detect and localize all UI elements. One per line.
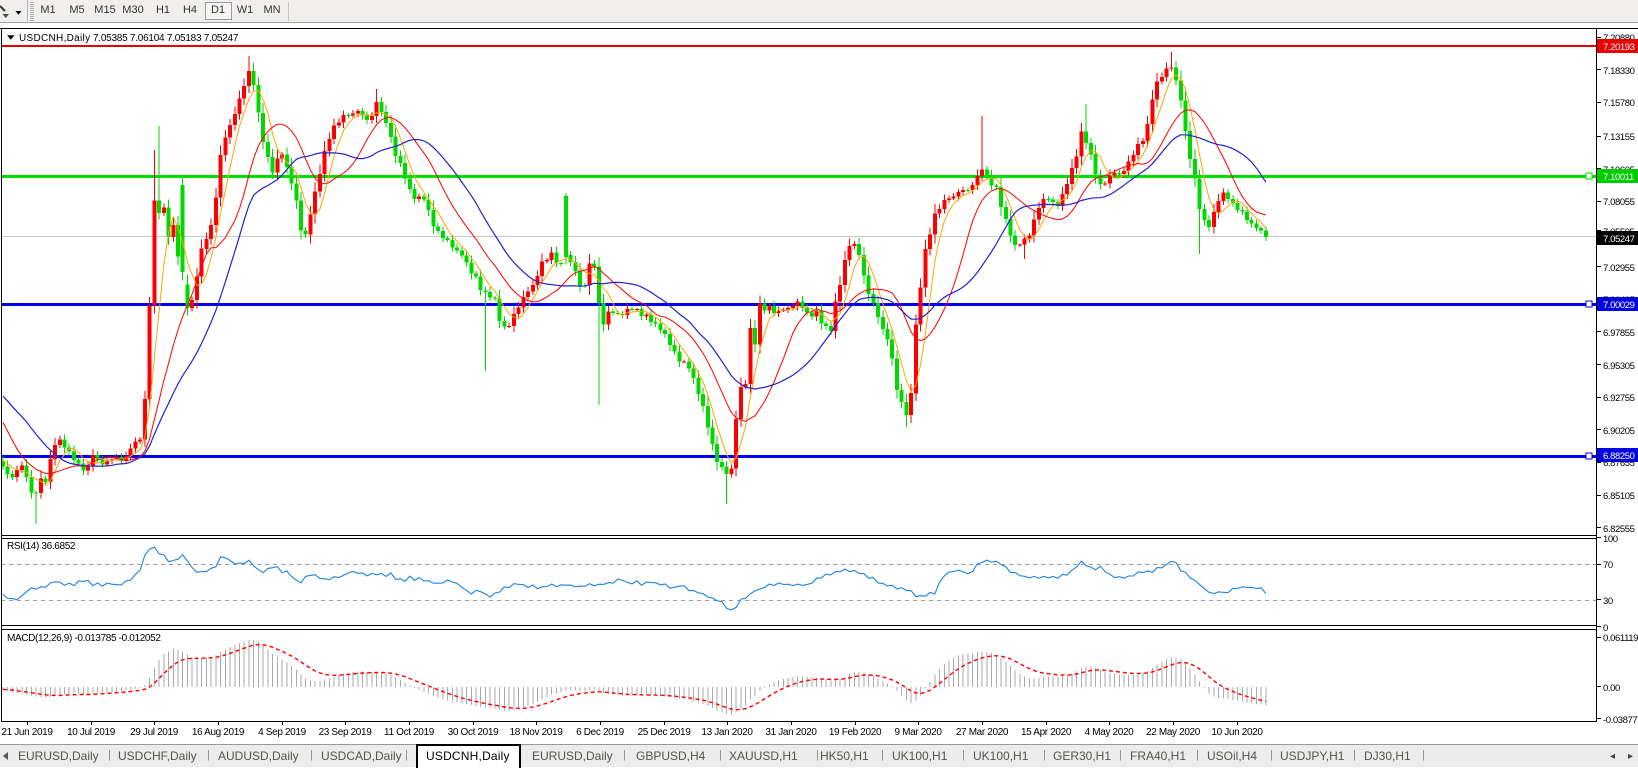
svg-text:7.05385 7.06104 7.05183 7.0524: 7.05385 7.06104 7.05183 7.05247 <box>93 33 239 44</box>
svg-text:7.02955: 7.02955 <box>1603 263 1635 274</box>
svg-text:7.10011: 7.10011 <box>1603 172 1634 183</box>
svg-text:7.00029: 7.00029 <box>1603 300 1635 311</box>
svg-text:16 Aug 2019: 16 Aug 2019 <box>192 727 245 738</box>
svg-text:31 Jan 2020: 31 Jan 2020 <box>765 727 817 738</box>
svg-text:6.88250: 6.88250 <box>1603 451 1635 462</box>
svg-text:22 May 2020: 22 May 2020 <box>1146 727 1201 738</box>
svg-text:7.20193: 7.20193 <box>1603 42 1635 53</box>
svg-text:10 Jun 2020: 10 Jun 2020 <box>1211 727 1263 738</box>
svg-text:USDCNH,Daily: USDCNH,Daily <box>19 33 90 44</box>
svg-text:25 Dec 2019: 25 Dec 2019 <box>638 727 692 738</box>
svg-text:10 Jul 2019: 10 Jul 2019 <box>67 727 116 738</box>
svg-text:23 Sep 2019: 23 Sep 2019 <box>319 727 373 738</box>
svg-text:4 Sep 2019: 4 Sep 2019 <box>258 727 306 738</box>
svg-text:19 Feb 2020: 19 Feb 2020 <box>829 727 882 738</box>
svg-text:6.85105: 6.85105 <box>1603 491 1635 502</box>
svg-text:13 Jan 2020: 13 Jan 2020 <box>701 727 753 738</box>
svg-text:11 Oct 2019: 11 Oct 2019 <box>384 727 435 738</box>
svg-text:6.90205: 6.90205 <box>1603 426 1635 437</box>
svg-text:7.05247: 7.05247 <box>1603 234 1635 245</box>
svg-text:6.95305: 6.95305 <box>1603 361 1635 372</box>
svg-text:-0.038777: -0.038777 <box>1603 715 1638 726</box>
svg-text:7.15780: 7.15780 <box>1603 98 1635 109</box>
svg-text:0.00: 0.00 <box>1603 683 1620 694</box>
svg-text:6.97855: 6.97855 <box>1603 328 1635 339</box>
svg-text:15 Apr 2020: 15 Apr 2020 <box>1021 727 1072 738</box>
svg-text:6.87655: 6.87655 <box>1603 458 1635 469</box>
svg-text:MACD(12,26,9) -0.013785 -0.012: MACD(12,26,9) -0.013785 -0.012052 <box>7 633 161 644</box>
svg-text:9 Mar 2020: 9 Mar 2020 <box>894 727 942 738</box>
svg-text:7.08055: 7.08055 <box>1603 197 1635 208</box>
svg-text:7.13155: 7.13155 <box>1603 132 1635 143</box>
svg-text:100: 100 <box>1603 534 1618 545</box>
svg-text:6.92755: 6.92755 <box>1603 393 1635 404</box>
svg-text:7.18330: 7.18330 <box>1603 66 1635 77</box>
svg-text:30 Oct 2019: 30 Oct 2019 <box>448 727 499 738</box>
svg-text:21 Jun 2019: 21 Jun 2019 <box>1 727 53 738</box>
svg-text:4 May 2020: 4 May 2020 <box>1085 727 1135 738</box>
svg-text:0.061119: 0.061119 <box>1603 633 1638 644</box>
svg-text:27 Mar 2020: 27 Mar 2020 <box>956 727 1009 738</box>
svg-text:7.20880: 7.20880 <box>1603 33 1635 44</box>
svg-text:29 Jul 2019: 29 Jul 2019 <box>130 727 179 738</box>
svg-text:6.82555: 6.82555 <box>1603 524 1635 535</box>
svg-text:18 Nov 2019: 18 Nov 2019 <box>510 727 564 738</box>
svg-text:30: 30 <box>1603 596 1613 607</box>
svg-text:70: 70 <box>1603 560 1613 571</box>
svg-text:RSI(14) 36.6852: RSI(14) 36.6852 <box>7 541 76 552</box>
svg-text:6 Dec 2019: 6 Dec 2019 <box>576 727 624 738</box>
svg-text:0: 0 <box>1603 623 1608 634</box>
